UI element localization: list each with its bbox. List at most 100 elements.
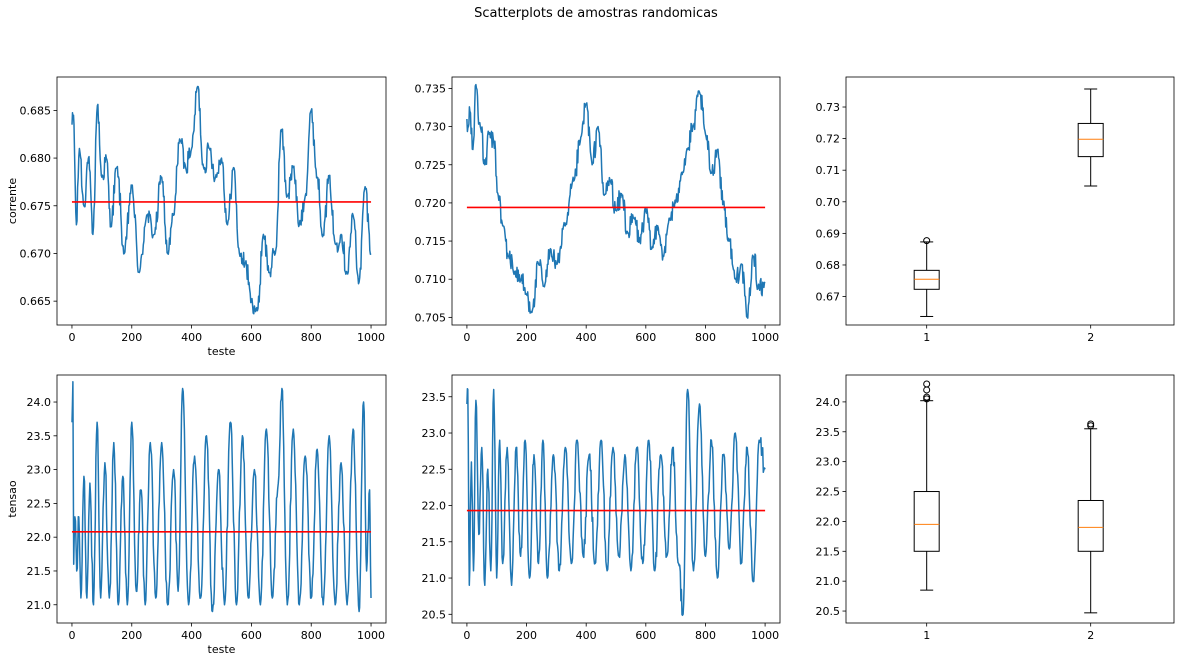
x-axis-label: teste bbox=[208, 643, 236, 656]
x-tick-label: 400 bbox=[576, 331, 597, 344]
y-tick-label: 22.0 bbox=[816, 515, 841, 528]
y-tick-label: 22.5 bbox=[422, 463, 447, 476]
box-2 bbox=[1077, 420, 1104, 614]
box-2 bbox=[1077, 88, 1104, 187]
y-tick-label: 22.0 bbox=[422, 500, 447, 513]
y-tick-label: 0.725 bbox=[415, 159, 447, 172]
x-tick-label: 0 bbox=[68, 629, 75, 642]
y-tick-label: 0.710 bbox=[415, 273, 447, 286]
plot-area bbox=[846, 77, 1174, 325]
x-tick-label: 1000 bbox=[751, 331, 779, 344]
outlier-point bbox=[923, 380, 931, 388]
y-tick-label: 23.0 bbox=[27, 464, 52, 477]
plot-area bbox=[452, 77, 780, 325]
subplot-corrente-1: 0.665 0.670 0.675 0.680 0.685 0 200 400 600 800 10… bbox=[6, 76, 387, 358]
y-tick-label: 21.0 bbox=[816, 575, 841, 588]
axes-frame bbox=[451, 76, 781, 326]
outlier-point bbox=[923, 237, 931, 245]
x-tick-label: 800 bbox=[301, 629, 322, 642]
y-tick-label: 0.67 bbox=[816, 291, 841, 304]
y-tick-label: 0.670 bbox=[20, 247, 52, 260]
x-tick-label: 1000 bbox=[751, 629, 779, 642]
x-tick-label: 1 bbox=[923, 331, 930, 344]
y-tick-label: 21.0 bbox=[422, 572, 447, 585]
plot-content bbox=[466, 83, 766, 319]
box-iqr bbox=[1077, 122, 1104, 158]
x-tick-label: 200 bbox=[516, 331, 537, 344]
y-tick-label: 0.685 bbox=[20, 104, 52, 117]
y-tick-label: 0.705 bbox=[415, 311, 447, 324]
y-axis-label: corrente bbox=[6, 178, 19, 224]
y-tick-label: 20.5 bbox=[422, 608, 447, 621]
plot-content bbox=[466, 387, 766, 617]
box-1 bbox=[913, 237, 940, 317]
y-tick-label: 23.0 bbox=[816, 456, 841, 469]
outlier-point bbox=[923, 393, 931, 401]
axes-frame bbox=[845, 76, 1175, 326]
x-tick-label: 800 bbox=[301, 331, 322, 344]
y-tick-label: 23.5 bbox=[27, 430, 52, 443]
y-tick-label: 21.0 bbox=[27, 599, 52, 612]
outlier-point bbox=[1087, 420, 1095, 428]
axes-frame bbox=[56, 76, 387, 326]
y-tick-label: 0.715 bbox=[415, 235, 447, 248]
x-tick-label: 200 bbox=[516, 629, 537, 642]
axes-frame bbox=[56, 374, 387, 624]
series-line bbox=[466, 83, 766, 319]
x-tick-label: 1000 bbox=[357, 331, 385, 344]
plot-area bbox=[846, 375, 1174, 623]
x-tick-label: 400 bbox=[181, 629, 202, 642]
y-tick-label: 22.0 bbox=[27, 531, 52, 544]
y-tick-label: 0.73 bbox=[816, 101, 841, 114]
figure-suptitle: Scatterplots de amostras randomicas bbox=[474, 6, 718, 21]
plot-content bbox=[913, 380, 1104, 614]
y-tick-label: 23.0 bbox=[422, 427, 447, 440]
box-iqr bbox=[913, 491, 940, 552]
subplot-tensao-2: 20.5 21.0 21.5 22.0 22.5 23.0 23.5 0 200 400 600 80… bbox=[422, 374, 781, 642]
y-tick-label: 0.735 bbox=[415, 82, 447, 95]
series-line bbox=[71, 85, 372, 315]
y-tick-label: 0.730 bbox=[415, 121, 447, 134]
y-tick-label: 0.70 bbox=[816, 196, 841, 209]
x-tick-label: 600 bbox=[635, 629, 656, 642]
x-tick-label: 800 bbox=[695, 331, 716, 344]
y-tick-label: 0.720 bbox=[415, 197, 447, 210]
x-tick-label: 200 bbox=[121, 629, 142, 642]
x-tick-label: 1 bbox=[923, 629, 930, 642]
subplot-corrente-2: 0.705 0.710 0.715 0.720 0.725 0.730 0.735 0 200 4… bbox=[415, 76, 781, 344]
y-tick-label: 22.5 bbox=[27, 497, 52, 510]
x-axis-label: teste bbox=[208, 345, 236, 358]
x-tick-label: 0 bbox=[68, 331, 75, 344]
axes-frame bbox=[451, 374, 781, 624]
axes-frame bbox=[845, 374, 1175, 624]
series-line bbox=[466, 387, 766, 617]
y-tick-label: 24.0 bbox=[27, 396, 52, 409]
y-tick-label: 21.5 bbox=[422, 536, 447, 549]
x-tick-label: 600 bbox=[635, 331, 656, 344]
y-tick-label: 0.680 bbox=[20, 152, 52, 165]
y-tick-label: 0.665 bbox=[20, 295, 52, 308]
y-tick-label: 0.68 bbox=[816, 259, 841, 272]
subplot-corrente-box: 0.67 0.68 0.69 0.70 0.71 0.72 0.73 1 2 bbox=[816, 76, 1175, 344]
y-tick-label: 0.675 bbox=[20, 200, 52, 213]
x-tick-label: 400 bbox=[576, 629, 597, 642]
y-axis-label: tensao bbox=[6, 480, 19, 518]
y-tick-label: 22.5 bbox=[816, 486, 841, 499]
plot-content bbox=[71, 381, 372, 613]
x-tick-label: 200 bbox=[121, 331, 142, 344]
subplot-tensao-1: 21.0 21.5 22.0 22.5 23.0 23.5 24.0 0 200 400 600 80… bbox=[6, 374, 387, 656]
subplot-tensao-box: 20.5 21.0 21.5 22.0 22.5 23.0 23.5 24.0 1 2 bbox=[816, 374, 1175, 642]
y-tick-label: 23.5 bbox=[422, 391, 447, 404]
box-iqr bbox=[1077, 499, 1104, 552]
y-tick-label: 0.72 bbox=[816, 133, 841, 146]
series-line bbox=[71, 381, 372, 613]
plot-area bbox=[57, 77, 386, 325]
x-tick-label: 600 bbox=[241, 629, 262, 642]
box-iqr bbox=[913, 269, 940, 290]
y-tick-label: 0.69 bbox=[816, 227, 841, 240]
y-tick-label: 21.5 bbox=[27, 565, 52, 578]
plot-content bbox=[913, 88, 1104, 317]
x-tick-label: 0 bbox=[463, 331, 470, 344]
